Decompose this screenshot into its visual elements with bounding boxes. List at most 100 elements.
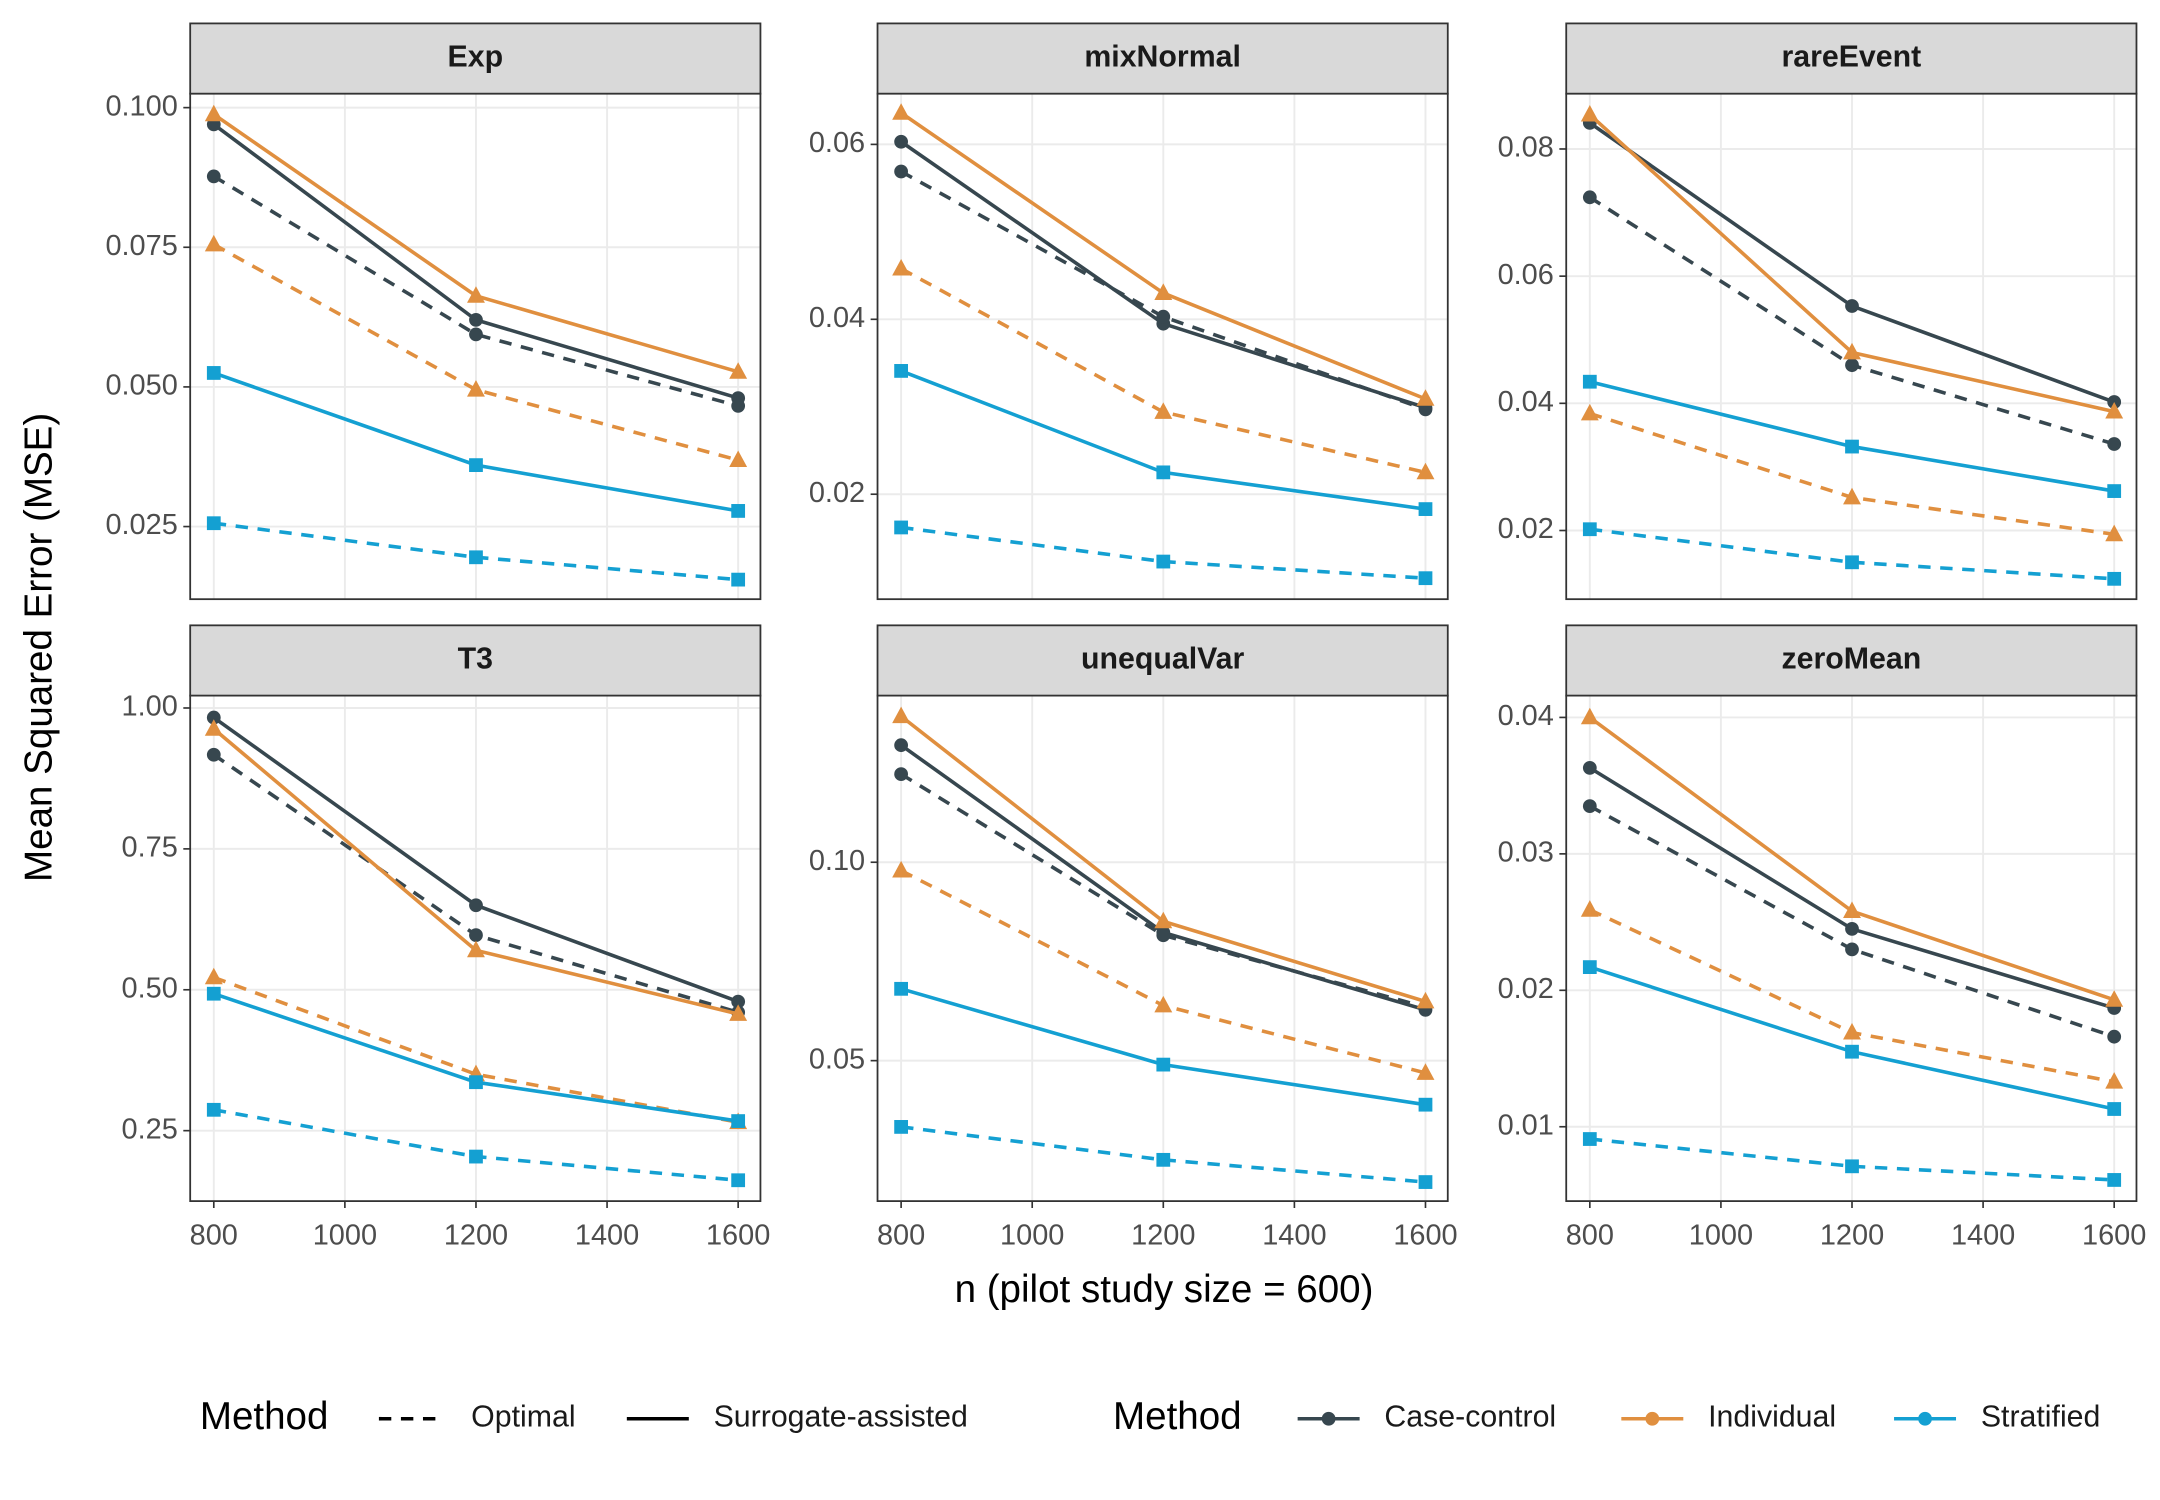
marker (1845, 1044, 1859, 1059)
marker (892, 103, 911, 120)
marker (731, 504, 746, 518)
y-tick-label: 0.02 (1498, 973, 1554, 1005)
marker (2107, 1102, 2122, 1116)
marker (469, 312, 483, 327)
marker (729, 450, 748, 467)
legend-marker (1645, 1411, 1660, 1426)
marker (1156, 554, 1171, 569)
marker (1418, 1175, 1433, 1189)
strip (189, 624, 762, 697)
y-axis-title: Mean Squared Error (MSE) (18, 413, 61, 882)
y-tick-label: 0.06 (1498, 259, 1554, 291)
marker (731, 1114, 746, 1128)
x-tick-label: 800 (1566, 1220, 1614, 1252)
marker (469, 550, 483, 565)
marker (206, 1102, 221, 1117)
marker (1580, 900, 1599, 917)
panel-title: unequalVar (1081, 642, 1245, 675)
marker (894, 520, 909, 535)
y-tick-label: 0.03 (1498, 837, 1554, 869)
marker (1582, 799, 1597, 813)
marker (1156, 928, 1171, 943)
marker (469, 458, 483, 473)
marker (1582, 960, 1597, 974)
strip (1565, 624, 2138, 697)
marker (206, 169, 221, 184)
x-tick-label: 1600 (2082, 1220, 2146, 1252)
marker (1154, 995, 1173, 1013)
marker (1156, 1152, 1171, 1167)
marker (731, 994, 746, 1009)
marker (1845, 299, 1859, 313)
strip (1565, 22, 2138, 95)
marker (729, 1004, 748, 1021)
marker (2105, 401, 2124, 419)
marker (1845, 942, 1859, 957)
y-tick-label: 0.01 (1498, 1109, 1554, 1141)
marker (1845, 1159, 1859, 1174)
marker (1156, 465, 1171, 480)
marker (467, 380, 485, 397)
y-tick-label: 0.50 (122, 972, 178, 1004)
marker (2105, 524, 2124, 542)
marker (1416, 991, 1435, 1009)
marker (1156, 309, 1171, 324)
marker (894, 1120, 909, 1134)
y-tick-label: 0.04 (1498, 700, 1554, 732)
marker (1582, 374, 1597, 389)
y-tick-label: 0.75 (122, 832, 178, 864)
marker (1582, 761, 1597, 775)
marker (892, 860, 911, 878)
marker (206, 710, 221, 725)
panel-title: T3 (458, 642, 493, 675)
x-tick-label: 1200 (1820, 1220, 1884, 1252)
y-tick-label: 0.08 (1498, 132, 1554, 164)
panel-title: zeroMean (1781, 642, 1921, 675)
marker (1416, 389, 1435, 406)
legend-label: Optimal (471, 1401, 575, 1434)
x-axis-title: n (pilot study size = 600) (955, 1268, 1374, 1311)
y-tick-label: 0.100 (105, 90, 177, 122)
marker (1154, 402, 1173, 419)
y-tick-label: 0.075 (105, 230, 177, 262)
y-tick-label: 0.25 (122, 1113, 178, 1145)
marker (2107, 437, 2122, 451)
marker (469, 1075, 483, 1090)
series-line (900, 169, 1427, 412)
marker (1156, 1057, 1171, 1072)
marker (1843, 487, 1861, 505)
x-tick-label: 1000 (313, 1220, 377, 1252)
marker (467, 286, 485, 303)
x-tick-label: 800 (877, 1220, 925, 1252)
marker (2105, 990, 2124, 1007)
marker (1418, 402, 1433, 417)
marker (469, 1149, 483, 1164)
y-tick-label: 1.00 (122, 691, 178, 723)
marker (894, 738, 909, 753)
marker (1582, 522, 1597, 537)
y-tick-label: 0.04 (809, 302, 865, 334)
panel-title: Exp (448, 41, 504, 74)
marker (469, 898, 483, 913)
series-line (900, 772, 1426, 1009)
y-tick-label: 0.06 (809, 127, 865, 159)
panel-title: mixNormal (1084, 41, 1241, 74)
marker (206, 366, 221, 380)
marker (1582, 1132, 1597, 1146)
marker (1154, 911, 1173, 929)
marker (1845, 922, 1859, 936)
marker (1418, 571, 1433, 586)
strip (189, 22, 762, 95)
marker (469, 928, 483, 942)
legend-label: Surrogate-assisted (714, 1401, 968, 1434)
marker (467, 940, 485, 958)
series-line (213, 975, 739, 1124)
marker (1416, 462, 1435, 480)
strip (876, 624, 1449, 697)
legend-label: Individual (1708, 1401, 1836, 1434)
series-line (212, 174, 739, 408)
marker (469, 327, 483, 342)
x-tick-label: 800 (190, 1220, 238, 1252)
